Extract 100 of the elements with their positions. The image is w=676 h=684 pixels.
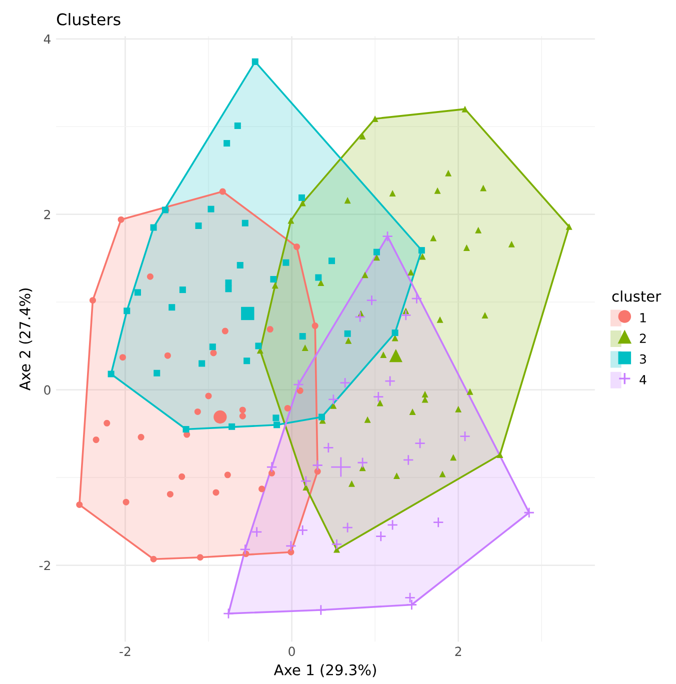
point <box>459 430 470 442</box>
point <box>357 457 368 468</box>
point <box>266 461 278 473</box>
point <box>475 226 482 234</box>
point <box>228 423 236 430</box>
point <box>118 216 124 223</box>
point <box>225 286 232 292</box>
point <box>244 358 250 364</box>
point <box>328 394 339 405</box>
point <box>393 472 400 480</box>
point <box>315 604 326 616</box>
point <box>340 377 351 388</box>
point <box>419 253 426 260</box>
point <box>222 328 228 334</box>
point <box>274 422 280 428</box>
point <box>344 197 351 204</box>
point <box>236 262 244 268</box>
point <box>150 556 157 562</box>
point <box>302 344 308 351</box>
point <box>375 530 386 542</box>
point <box>150 224 157 231</box>
point <box>89 297 96 304</box>
point <box>255 342 262 350</box>
point <box>462 106 468 112</box>
point <box>318 414 326 420</box>
point <box>380 351 387 358</box>
point <box>210 350 217 356</box>
point <box>179 286 186 294</box>
legend-label: 4 <box>640 375 646 384</box>
point <box>196 554 204 561</box>
point <box>409 408 416 415</box>
point <box>406 599 418 610</box>
point <box>225 280 232 286</box>
point <box>205 392 212 400</box>
point <box>408 268 414 276</box>
point <box>270 276 277 283</box>
point <box>251 526 262 538</box>
legend-label: 1 <box>640 313 646 322</box>
point <box>178 473 186 480</box>
point <box>240 544 251 555</box>
point <box>312 322 318 330</box>
point <box>372 391 384 402</box>
point <box>328 258 335 264</box>
point <box>224 472 231 478</box>
point <box>496 451 504 458</box>
point <box>299 333 306 340</box>
point <box>414 438 426 449</box>
point <box>430 234 437 242</box>
point <box>318 280 324 286</box>
point <box>364 416 371 423</box>
point <box>330 456 352 478</box>
point <box>134 289 141 296</box>
point <box>422 390 428 398</box>
x-tick-label: 2 <box>455 646 462 656</box>
point <box>214 410 227 424</box>
point <box>359 133 366 140</box>
point <box>389 190 396 197</box>
y-axis-title: Axe 2 (27.4%) <box>19 288 32 390</box>
point <box>348 480 355 487</box>
point <box>404 592 416 604</box>
point <box>212 489 220 496</box>
point <box>411 293 422 304</box>
point <box>146 273 154 280</box>
x-tick-label: 0 <box>288 646 295 656</box>
point <box>387 519 398 530</box>
point <box>322 442 334 454</box>
point <box>480 184 487 192</box>
point <box>373 248 380 256</box>
point <box>372 115 378 122</box>
point <box>392 330 398 336</box>
point <box>439 470 446 478</box>
point <box>208 206 214 212</box>
point <box>182 426 190 433</box>
point <box>168 304 176 311</box>
point <box>400 310 412 321</box>
point <box>108 370 114 378</box>
point <box>242 220 248 226</box>
point <box>252 58 258 65</box>
point <box>298 194 306 201</box>
point <box>297 524 308 536</box>
chart-title: Clusters <box>57 13 120 26</box>
point <box>224 140 230 147</box>
point <box>354 311 366 323</box>
point <box>455 406 462 412</box>
point <box>138 434 144 440</box>
x-axis-title: Axe 1 (29.3%) <box>274 664 376 678</box>
y-tick-label: 0 <box>44 385 50 395</box>
point <box>312 460 324 471</box>
point <box>566 223 572 230</box>
point <box>104 420 110 426</box>
y-tick-label: 2 <box>44 210 50 220</box>
point <box>285 540 296 552</box>
point <box>432 516 444 528</box>
point <box>272 282 278 289</box>
point <box>389 349 402 362</box>
point <box>344 330 351 337</box>
point <box>288 217 294 224</box>
point <box>366 294 378 306</box>
point <box>342 522 354 534</box>
point <box>402 454 414 466</box>
